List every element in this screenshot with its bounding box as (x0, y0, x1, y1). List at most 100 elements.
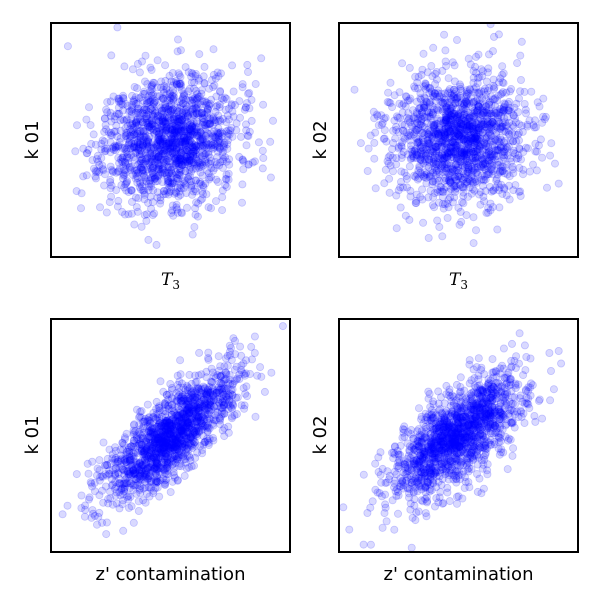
scatter-point (162, 155, 171, 164)
scatter-point (474, 50, 483, 59)
scatter-point (185, 158, 194, 167)
scatter-point (104, 128, 113, 137)
scatter-point (266, 137, 275, 146)
scatter-point (426, 170, 435, 179)
scatter-point (512, 137, 521, 146)
scatter-point (155, 92, 164, 101)
scatter-point (469, 178, 478, 187)
scatter-point (185, 131, 194, 140)
scatter-point (145, 123, 154, 132)
scatter-point (149, 144, 158, 153)
scatter-point (166, 94, 175, 103)
scatter-point (179, 99, 188, 108)
scatter-point (139, 142, 148, 151)
scatter-point (170, 134, 179, 143)
scatter-point (172, 203, 181, 212)
scatter-point (455, 220, 464, 229)
scatter-point (429, 43, 438, 52)
scatter-point (155, 135, 164, 144)
scatter-point (142, 216, 151, 225)
scatter-point (193, 212, 202, 221)
scatter-point (420, 103, 429, 112)
scatter-point (198, 187, 207, 196)
scatter-point (133, 108, 142, 117)
scatter-point (170, 157, 179, 166)
scatter-point (457, 86, 466, 95)
scatter-point (502, 160, 511, 169)
scatter-point (183, 131, 192, 140)
scatter-point (128, 119, 137, 128)
scatter-point (159, 166, 168, 175)
scatter-point (488, 203, 497, 212)
scatter-point (195, 92, 204, 101)
scatter-point (173, 156, 182, 165)
scatter-point (198, 143, 207, 152)
scatter-point (126, 144, 135, 153)
scatter-point (525, 116, 534, 125)
scatter-point (388, 167, 397, 176)
scatter-point (146, 126, 155, 135)
scatter-point (120, 144, 129, 153)
scatter-point (413, 170, 422, 179)
scatter-point (472, 119, 481, 128)
scatter-point (191, 154, 200, 163)
scatter-point (194, 110, 203, 119)
scatter-point (163, 149, 172, 158)
scatter-point (230, 336, 239, 345)
scatter-point (165, 124, 174, 133)
scatter-point (183, 127, 192, 136)
scatter-point (411, 72, 420, 81)
scatter-point (384, 88, 393, 97)
scatter-point (102, 105, 111, 114)
scatter-point (162, 122, 171, 131)
scatter-point (441, 113, 450, 122)
scatter-point (454, 98, 463, 107)
scatter-point (218, 206, 227, 215)
scatter-point (176, 184, 185, 193)
scatter-point (187, 180, 196, 189)
scatter-point (499, 103, 508, 112)
scatter-point (460, 173, 469, 182)
scatter-point (114, 142, 123, 151)
scatter-point (485, 124, 494, 133)
scatter-point (480, 162, 489, 171)
scatter-point (114, 94, 123, 103)
scatter-point (156, 103, 165, 112)
scatter-point (183, 160, 192, 169)
scatter-point (153, 92, 162, 101)
scatter-point (149, 126, 158, 135)
scatter-point (406, 94, 415, 103)
scatter-point (450, 127, 459, 136)
scatter-point (116, 116, 125, 125)
scatter-point (399, 133, 408, 142)
scatter-point (88, 156, 97, 165)
scatter-point (173, 150, 182, 159)
scatter-point (193, 94, 202, 103)
scatter-point (136, 131, 145, 140)
scatter-point (165, 168, 174, 177)
scatter-point (428, 133, 437, 142)
scatter-point (139, 135, 148, 144)
scatter-point (180, 146, 189, 155)
scatter-point (146, 104, 155, 113)
scatter-point (452, 160, 461, 169)
scatter-point (149, 138, 158, 147)
scatter-point (453, 130, 462, 139)
scatter-point (175, 158, 184, 167)
scatter-point (500, 185, 509, 194)
scatter-point (147, 91, 156, 100)
scatter-point (204, 158, 213, 167)
scatter-point (208, 121, 217, 130)
scatter-point (238, 155, 247, 164)
scatter-point (149, 99, 158, 108)
scatter-point (136, 136, 145, 145)
scatter-point (224, 129, 233, 138)
scatter-point (452, 150, 461, 159)
scatter-point (258, 164, 267, 173)
scatter-point (127, 186, 136, 195)
scatter-point (207, 143, 216, 152)
scatter-point (148, 165, 157, 174)
scatter-point (154, 111, 163, 120)
scatter-point (413, 118, 422, 127)
scatter-point (117, 157, 126, 166)
